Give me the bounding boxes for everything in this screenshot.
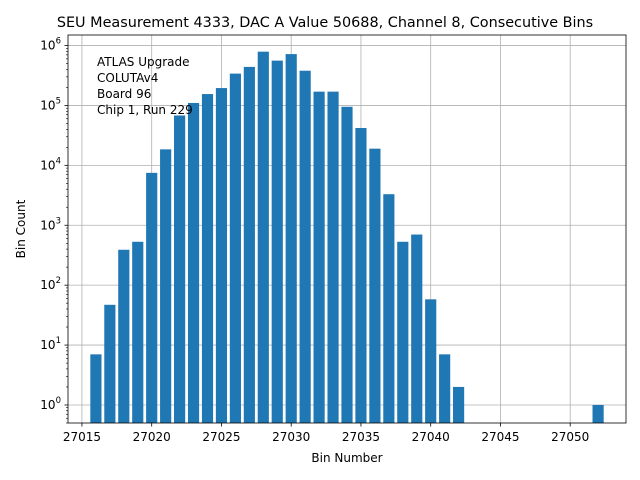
bar (397, 241, 409, 423)
x-axis-ticks: 27015 27020 27025 27030 27035 27040 27045 27050 (63, 423, 589, 444)
bar (104, 304, 116, 423)
x-tick-label: 27015 (63, 430, 101, 444)
bar (299, 70, 311, 424)
bar (229, 73, 241, 423)
bars (90, 51, 604, 424)
chart-title: SEU Measurement 4333, DAC A Value 50688,… (57, 15, 593, 31)
bar (215, 88, 228, 424)
y-tick-label: 101 (40, 336, 61, 352)
bar (285, 54, 297, 423)
y-tick-label: 103 (40, 216, 61, 232)
x-tick-label: 27035 (342, 430, 380, 444)
bar (369, 148, 381, 424)
y-tick-label: 106 (40, 37, 61, 53)
annotation-box: ATLAS Upgrade COLUTAv4 Board 96 Chip 1, Ru… (97, 55, 193, 117)
x-tick-label: 27030 (272, 430, 310, 444)
bar (187, 102, 200, 424)
annotation-line: ATLAS Upgrade (97, 55, 190, 69)
bar (243, 66, 255, 423)
bar (411, 234, 423, 423)
annotation-line: COLUTAv4 (97, 71, 158, 85)
y-axis-label: Bin Count (14, 199, 28, 258)
bar (118, 249, 130, 423)
bar (201, 94, 214, 423)
x-tick-label: 27040 (412, 430, 450, 444)
bar (592, 404, 604, 423)
annotation-line: Board 96 (97, 87, 151, 101)
x-tick-label: 27025 (202, 430, 240, 444)
bar (425, 299, 437, 423)
bar (271, 60, 283, 424)
bar (174, 115, 186, 423)
bar (453, 386, 465, 423)
annotation-line: Chip 1, Run 229 (97, 103, 193, 117)
y-tick-label: 100 (40, 396, 61, 412)
bar (327, 91, 339, 423)
x-tick-label: 27020 (133, 430, 171, 444)
x-tick-label: 27045 (481, 430, 519, 444)
y-axis-ticks: 100 101 102 103 104 105 106 (40, 37, 68, 424)
plot-area (67, 34, 627, 424)
y-tick-label: 105 (40, 96, 61, 112)
x-tick-label: 27050 (551, 430, 589, 444)
bar (383, 194, 395, 423)
bar (341, 106, 353, 423)
bar (90, 354, 102, 423)
bar (146, 172, 158, 423)
x-axis-label: Bin Number (311, 451, 382, 465)
bar (439, 354, 451, 423)
bar (313, 91, 325, 423)
y-tick-label: 102 (40, 276, 61, 292)
y-tick-label: 104 (40, 156, 61, 172)
bar (355, 128, 367, 423)
plot-frame (67, 34, 627, 424)
bar (257, 51, 269, 424)
bar (132, 241, 144, 423)
bar (160, 149, 172, 424)
